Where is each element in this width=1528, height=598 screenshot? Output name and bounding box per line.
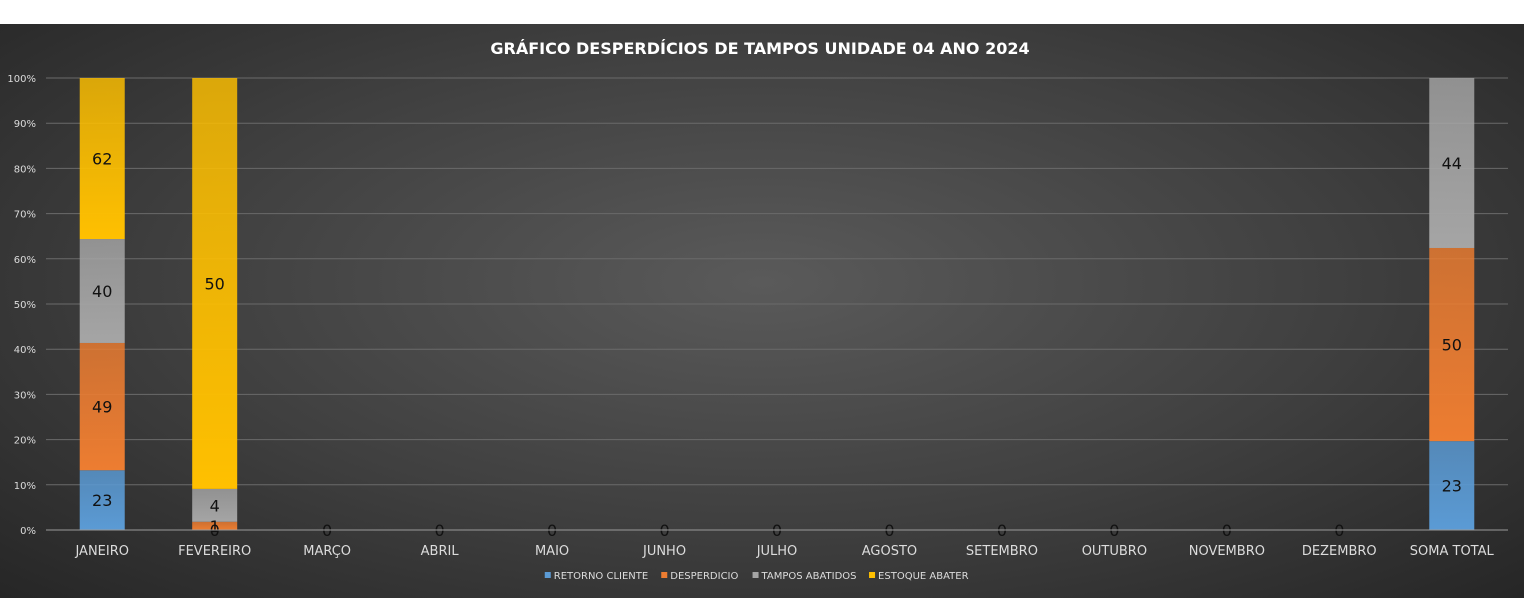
y-tick-label: 20% [14,436,36,447]
data-label: 1 [210,517,220,536]
stacked-bar-chart: GRÁFICO DESPERDÍCIOS DE TAMPOS UNIDADE 0… [7,39,1508,582]
x-tick-label: OUTUBRO [1082,544,1147,559]
data-label: 4 [210,496,220,515]
legend-swatch [661,572,668,578]
bar-segment [79,78,125,240]
x-tick-label: MAIO [535,544,569,559]
legend-swatch [544,572,551,578]
x-tick-label: JUNHO [642,544,686,559]
bar-segment [79,239,125,343]
data-label: 50 [1442,336,1462,355]
bar-segment [79,342,125,471]
y-tick-label: 100% [7,74,36,85]
data-label: 50 [205,274,225,293]
y-tick-label: 80% [14,164,36,175]
x-tick-label: DEZEMBRO [1302,544,1377,559]
bar-segment [192,488,238,522]
legend-label: TAMPOS ABATIDOS [761,571,857,582]
legend-swatch [869,572,876,578]
x-tick-label: JULHO [756,544,798,559]
x-tick-label: JANEIRO [74,544,129,559]
data-label: 49 [92,398,112,417]
bar-segment [1429,247,1475,442]
bar-segment [192,521,238,530]
x-tick-label: SETEMBRO [966,544,1038,559]
x-tick-label: NOVEMBRO [1189,544,1265,559]
y-tick-label: 50% [14,300,36,311]
y-tick-label: 10% [14,481,36,492]
y-tick-label: 40% [14,345,36,356]
x-tick-label: ABRIL [421,544,460,559]
data-label: 62 [92,150,112,169]
data-label: 44 [1442,154,1462,173]
bar-segment [1429,78,1475,248]
x-tick-label: MARÇO [303,544,351,559]
x-tick-label: AGOSTO [862,544,917,559]
x-tick-label: FEVEREIRO [178,544,251,559]
legend-label: DESPERDICIO [670,571,738,582]
x-tick-label: SOMA TOTAL [1410,544,1495,559]
y-tick-label: 60% [14,255,36,266]
y-tick-label: 0% [20,526,36,537]
chart-title: GRÁFICO DESPERDÍCIOS DE TAMPOS UNIDADE 0… [490,39,1029,58]
data-label: 23 [1442,477,1462,496]
bar-segment [79,470,125,530]
data-label: 23 [92,491,112,510]
data-label: 40 [92,282,112,301]
y-tick-label: 90% [14,119,36,130]
y-tick-label: 30% [14,390,36,401]
bar-segment [192,78,238,489]
bar-segment [1429,441,1475,530]
legend-swatch [752,572,759,578]
legend-label: RETORNO CLIENTE [554,571,648,582]
y-tick-label: 70% [14,210,36,221]
chart-area: GRÁFICO DESPERDÍCIOS DE TAMPOS UNIDADE 0… [0,24,1524,598]
legend-label: ESTOQUE ABATER [878,571,969,582]
